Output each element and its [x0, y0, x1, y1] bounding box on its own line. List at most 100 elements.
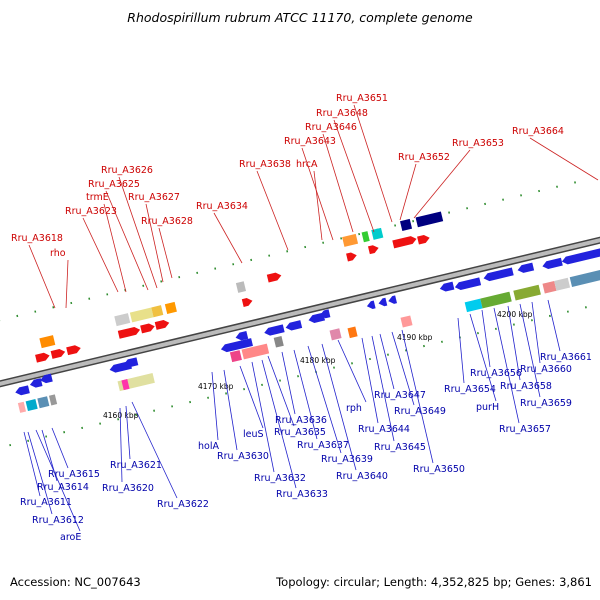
feature-box-top-5: [164, 301, 177, 314]
bottom-gene-label: leuS: [243, 429, 264, 440]
top-gene-label: Rru_A3626: [101, 165, 153, 176]
bottom-leader-line: [321, 343, 357, 471]
reverse-gene-1: [15, 385, 30, 396]
bottom-leader-line: [401, 329, 434, 464]
top-leader-line: [105, 190, 149, 291]
bottom-gene-label: Rru_A3611: [20, 497, 72, 508]
reverse-gene-6: [220, 338, 253, 353]
bottom-gene-label: holA: [198, 441, 219, 452]
feature-box-top-11: [415, 211, 444, 228]
bottom-gene-label: Rru_A3659: [520, 398, 572, 409]
bottom-gene-label: Rru_A3654: [444, 384, 496, 395]
top-leader-line: [529, 137, 599, 181]
feature-box-top-3: [129, 307, 154, 323]
reverse-gene-2: [29, 378, 43, 388]
feature-box-top-4: [151, 305, 164, 318]
feature-box-bottom-7: [229, 350, 242, 363]
bottom-gene-label: Rru_A3637: [297, 440, 349, 451]
bottom-leader-line: [457, 317, 465, 384]
top-gene-label: Rru_A3664: [512, 126, 564, 137]
feature-box-bottom-3: [37, 396, 50, 409]
top-leader-line: [28, 244, 56, 309]
bottom-leader-line: [239, 365, 264, 429]
top-leader-line: [333, 119, 375, 233]
bottom-leader-line: [119, 407, 123, 483]
feature-box-bottom-11: [347, 326, 358, 339]
bottom-gene-label: Rru_A3661: [540, 352, 592, 363]
feature-box-bottom-16: [542, 280, 557, 294]
feature-box-bottom-9: [273, 335, 284, 348]
map-title: Rhodospirillum rubrum ATCC 11170, comple…: [127, 10, 473, 25]
bottom-gene-label: Rru_A3644: [358, 424, 410, 435]
top-leader-line: [413, 149, 471, 219]
bottom-leader-line: [547, 299, 561, 352]
forward-gene-2: [50, 349, 66, 359]
reverse-gene-14: [388, 295, 397, 304]
top-leader-line: [82, 217, 119, 293]
bottom-leader-line: [481, 309, 491, 368]
top-gene-label: Rru_A3651: [336, 93, 388, 104]
bottom-leader-line: [261, 359, 297, 489]
top-gene-label: Rru_A3648: [316, 108, 368, 119]
top-leader-line: [313, 170, 323, 241]
bottom-leader-line: [371, 335, 395, 442]
genome-backbone: [0, 236, 600, 388]
forward-gene-12: [417, 235, 430, 245]
forward-gene-4: [117, 326, 141, 339]
reverse-gene-5: [123, 357, 139, 368]
scale-tick-label: 4160 kbp: [103, 411, 139, 420]
bottom-leader-line: [307, 345, 342, 454]
feature-box-top-7: [342, 233, 359, 247]
feature-box-bottom-10: [329, 328, 342, 341]
bottom-leader-line: [293, 349, 318, 440]
top-leader-line: [65, 259, 69, 309]
bottom-gene-label: Rru_A3612: [32, 515, 84, 526]
bottom-leader-line: [379, 333, 395, 390]
bottom-gene-label: Rru_A3615: [48, 469, 100, 480]
bottom-leader-line: [125, 405, 131, 460]
reverse-gene-20: [561, 243, 600, 265]
bottom-gene-label: Rru_A3620: [102, 483, 154, 494]
top-gene-label: rho: [50, 248, 66, 259]
reverse-gene-12: [366, 300, 376, 309]
scale-tick-label: 4200 kbp: [497, 310, 533, 319]
top-gene-label: Rru_A3643: [284, 136, 336, 147]
bottom-gene-label: Rru_A3649: [394, 406, 446, 417]
reverse-gene-7: [235, 331, 249, 341]
reverse-gene-11: [319, 309, 331, 319]
bottom-gene-label: Rru_A3621: [110, 460, 162, 471]
top-gene-label: hrcA: [296, 159, 318, 170]
accession-text: Accession: NC_007643: [10, 575, 141, 589]
bottom-gene-label: Rru_A3656: [470, 368, 522, 379]
forward-gene-3: [66, 345, 81, 356]
top-gene-label: Rru_A3618: [11, 233, 63, 244]
bottom-leader-line: [27, 431, 53, 515]
bottom-gene-label: Rru_A3650: [413, 464, 465, 475]
bottom-leader-line: [281, 351, 296, 415]
feature-box-top-1: [39, 335, 56, 349]
forward-gene-5: [140, 323, 155, 334]
top-gene-label: Rru_A3634: [196, 201, 248, 212]
top-leader-line: [353, 104, 393, 223]
top-leader-line: [145, 203, 164, 283]
bottom-gene-label: Rru_A3647: [374, 390, 426, 401]
bottom-gene-label: Rru_A3633: [276, 489, 328, 500]
bottom-gene-label: Rru_A3635: [274, 427, 326, 438]
bottom-leader-line: [531, 301, 541, 364]
top-leader-line: [322, 133, 354, 233]
reverse-gene-13: [378, 297, 388, 307]
feature-box-bottom-6: [121, 379, 130, 391]
feature-box-bottom-14: [480, 291, 512, 309]
forward-gene-9: [346, 252, 357, 262]
bottom-leader-line: [223, 369, 238, 451]
reverse-gene-16: [454, 277, 482, 290]
bottom-gene-label: Rru_A3658: [500, 381, 552, 392]
top-leader-line: [301, 147, 334, 241]
scale-tick-label: 4170 kbp: [198, 382, 234, 391]
forward-gene-11: [392, 236, 417, 249]
feature-box-top-2: [114, 313, 131, 327]
reverse-gene-17: [483, 267, 514, 282]
top-gene-label: Rru_A3653: [452, 138, 504, 149]
feature-box-bottom-12: [400, 315, 413, 328]
